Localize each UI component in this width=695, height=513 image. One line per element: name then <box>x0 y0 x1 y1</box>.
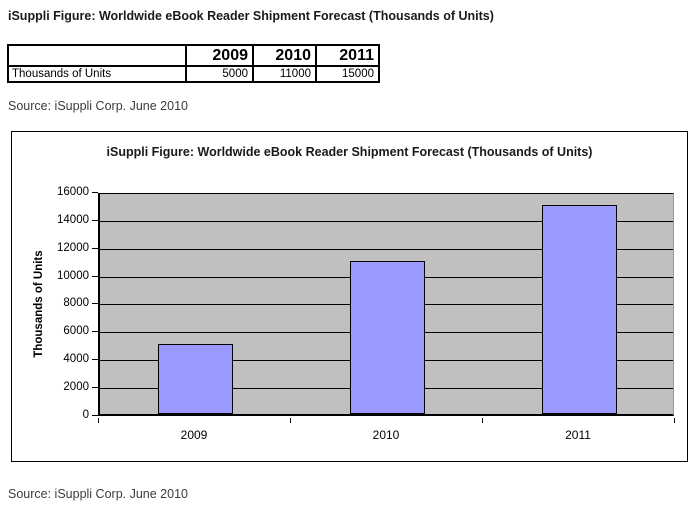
source-text-bottom: Source: iSuppli Corp. June 2010 <box>8 487 188 501</box>
value-cell-2009: 5000 <box>185 65 254 83</box>
plot-area <box>98 193 674 416</box>
source-text-top: Source: iSuppli Corp. June 2010 <box>8 99 188 113</box>
gridline-14000 <box>100 221 673 222</box>
chart-title: iSuppli Figure: Worldwide eBook Reader S… <box>106 145 593 159</box>
bar-2009 <box>158 344 233 414</box>
y-tick-mark-12000 <box>92 248 98 249</box>
y-tick-label-2000: 2000 <box>63 381 89 393</box>
y-tick-mark-16000 <box>92 192 98 193</box>
y-tick-label-14000: 14000 <box>57 214 89 226</box>
row-label-cell: Thousands of Units <box>7 65 187 83</box>
y-tick-mark-8000 <box>92 303 98 304</box>
page-title: iSuppli Figure: Worldwide eBook Reader S… <box>8 9 494 23</box>
bar-2010 <box>350 261 425 414</box>
y-tick-mark-2000 <box>92 387 98 388</box>
gridline-12000 <box>100 249 673 250</box>
y-tick-mark-10000 <box>92 276 98 277</box>
y-tick-mark-4000 <box>92 359 98 360</box>
y-tick-label-10000: 10000 <box>57 270 89 282</box>
value-cell-2011: 15000 <box>315 65 380 83</box>
value-cell-2010: 11000 <box>252 65 317 83</box>
x-category-label-2010: 2010 <box>372 428 400 442</box>
y-tick-label-8000: 8000 <box>63 297 89 309</box>
table-header-2009: 2009 <box>185 44 254 67</box>
y-tick-label-6000: 6000 <box>63 325 89 337</box>
x-tick-mark-1 <box>290 418 291 423</box>
y-tick-mark-14000 <box>92 220 98 221</box>
data-table: 2009 2010 2011 Thousands of Units 5000 1… <box>7 44 380 83</box>
x-category-label-2009: 2009 <box>180 428 208 442</box>
y-tick-label-16000: 16000 <box>57 186 89 198</box>
table-header-row: 2009 2010 2011 <box>7 44 380 67</box>
table-row: Thousands of Units 5000 11000 15000 <box>7 65 380 83</box>
x-tick-mark-3 <box>674 418 675 423</box>
chart-box: iSuppli Figure: Worldwide eBook Reader S… <box>11 131 688 462</box>
table-header-2011: 2011 <box>315 44 380 67</box>
y-tick-mark-0 <box>92 415 98 416</box>
x-category-label-2011: 2011 <box>565 428 591 442</box>
y-tick-label-0: 0 <box>82 409 89 421</box>
table-header-2010: 2010 <box>252 44 317 67</box>
y-tick-mark-6000 <box>92 331 98 332</box>
y-tick-label-4000: 4000 <box>63 353 89 365</box>
table-corner-cell <box>7 44 187 67</box>
bar-2011 <box>542 205 617 414</box>
x-tick-mark-2 <box>482 418 483 423</box>
x-tick-mark-0 <box>98 418 99 423</box>
y-tick-label-12000: 12000 <box>57 242 89 254</box>
